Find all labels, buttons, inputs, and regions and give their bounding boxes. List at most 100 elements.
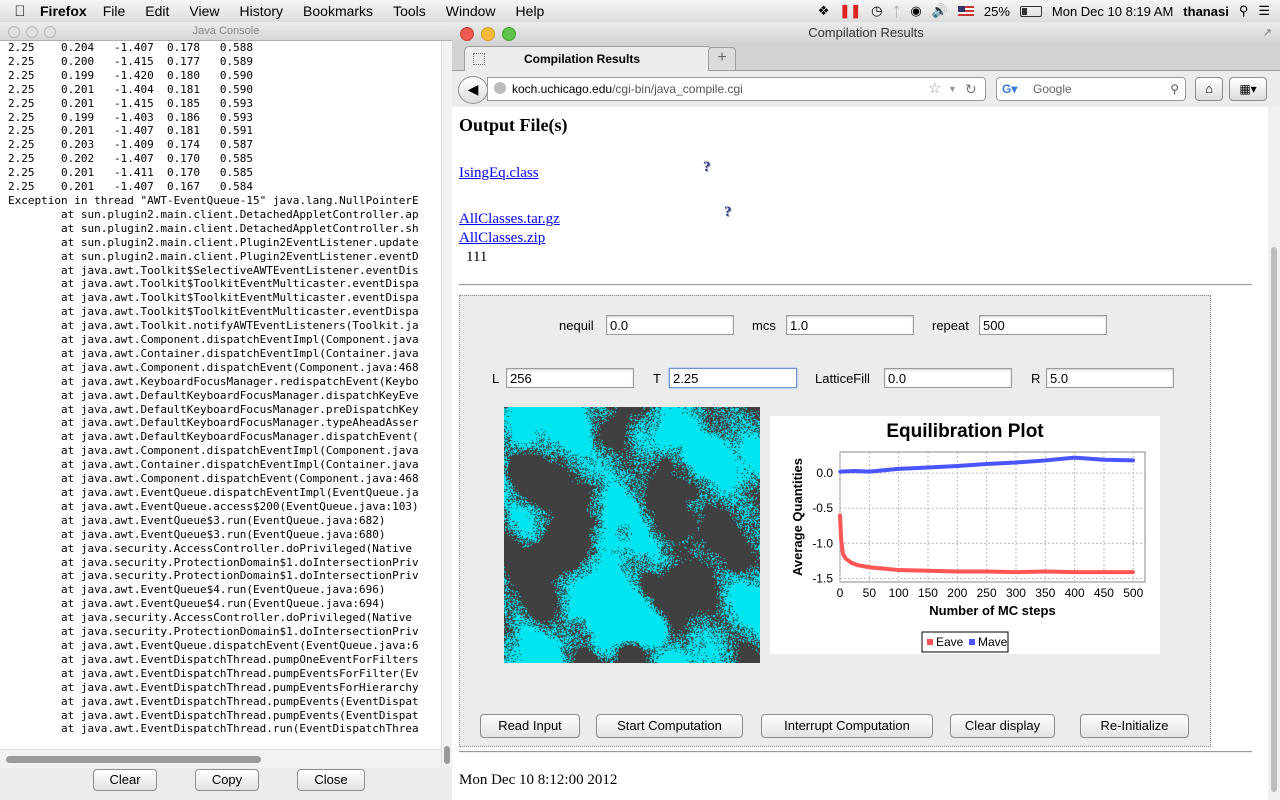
- data-point: [926, 465, 930, 470]
- bookmark-star-icon[interactable]: ☆: [928, 80, 942, 97]
- menu-tools[interactable]: Tools: [393, 3, 426, 19]
- flag-icon[interactable]: [957, 6, 974, 16]
- x-tick-label: 250: [977, 586, 997, 600]
- tab-compilation-results[interactable]: Compilation Results: [464, 46, 712, 71]
- menu-edit[interactable]: Edit: [145, 3, 170, 19]
- clock[interactable]: Mon Dec 10 8:19 AM: [1051, 3, 1174, 19]
- nequil-label: nequil: [559, 318, 594, 333]
- link-allclasses-targz[interactable]: AllClasses.tar.gz: [459, 211, 560, 227]
- menu-window[interactable]: Window: [445, 3, 496, 19]
- navigation-bar: ◀ koch.uchicago.edu/cgi-bin/java_compile…: [452, 71, 1280, 108]
- page-icon: [473, 53, 485, 65]
- console-titlebar[interactable]: Java Console: [0, 22, 452, 41]
- data-point: [896, 467, 901, 471]
- window-title: Compilation Results: [808, 25, 924, 40]
- console-vertical-scrollbar[interactable]: [441, 41, 452, 767]
- home-button[interactable]: ⌂: [1195, 77, 1223, 101]
- read-input-button[interactable]: Read Input: [480, 714, 580, 738]
- clear-button[interactable]: Clear: [93, 769, 157, 791]
- clear-display-button[interactable]: Clear display: [950, 714, 1055, 738]
- link-isingeq-class[interactable]: IsingEq.class: [459, 165, 539, 181]
- x-tick-label: 500: [1123, 586, 1143, 600]
- close-window-icon[interactable]: [8, 26, 20, 38]
- r-field[interactable]: 5.0: [1046, 368, 1174, 388]
- data-point: [838, 513, 842, 518]
- legend-label: Eave: [936, 635, 964, 649]
- google-icon[interactable]: G▾: [1002, 82, 1018, 96]
- user-name[interactable]: thanasi: [1183, 3, 1229, 19]
- search-icon[interactable]: ⚲: [1170, 82, 1179, 96]
- l-field[interactable]: 256: [506, 368, 634, 388]
- minimize-window-icon[interactable]: [26, 26, 38, 38]
- bluetooth-icon[interactable]: ᛏ: [892, 3, 901, 19]
- battery-icon[interactable]: [1019, 5, 1042, 17]
- browser-titlebar[interactable]: Compilation Results ↗: [452, 22, 1280, 44]
- data-point: [1072, 570, 1077, 574]
- page-vertical-scrollbar[interactable]: [1268, 107, 1280, 800]
- search-bar[interactable]: G▾ Google ⚲: [996, 77, 1186, 101]
- menu-help[interactable]: Help: [515, 3, 545, 19]
- wifi-icon[interactable]: ◉: [910, 3, 922, 18]
- dropbox-icon[interactable]: ❖: [817, 3, 830, 18]
- addons-button[interactable]: ▦▾: [1229, 77, 1267, 101]
- console-output[interactable]: 2.25 0.204 -1.407 0.178 0.588 2.25 0.200…: [0, 41, 448, 749]
- close-window-icon[interactable]: [460, 27, 474, 41]
- data-point: [844, 557, 848, 561]
- java-console-window: Java Console 2.25 0.204 -1.407 0.178 0.5…: [0, 22, 453, 800]
- copy-button[interactable]: Copy: [195, 769, 259, 791]
- scroll-thumb[interactable]: [1271, 247, 1277, 792]
- t-field[interactable]: 2.25: [669, 368, 797, 388]
- reload-icon[interactable]: ↻: [965, 81, 977, 97]
- minimize-window-icon[interactable]: [481, 27, 495, 41]
- data-point: [955, 569, 960, 574]
- start-computation-button[interactable]: Start Computation: [596, 714, 743, 738]
- interrupt-computation-button[interactable]: Interrupt Computation: [761, 714, 933, 738]
- menu-history[interactable]: History: [239, 3, 284, 19]
- url-text: koch.uchicago.edu/cgi-bin/java_compile.c…: [512, 82, 743, 96]
- divider: [459, 284, 1252, 286]
- chart-title: Equilibration Plot: [886, 421, 1044, 442]
- back-button[interactable]: ◀: [458, 76, 488, 104]
- help-icon[interactable]: ?: [703, 159, 711, 175]
- firefox-window: Compilation Results ↗ Compilation Result…: [452, 22, 1280, 800]
- menu-bookmarks[interactable]: Bookmarks: [303, 3, 374, 19]
- ising-applet: nequil 0.0 mcs 1.0 repeat 500 L 256 T 2.…: [459, 295, 1211, 747]
- spotlight-icon[interactable]: ⚲: [1238, 3, 1249, 18]
- data-point: [896, 568, 901, 572]
- page-content: Output File(s) IsingEq.class ? ? AllClas…: [452, 107, 1268, 800]
- battery-percent[interactable]: 25%: [983, 3, 1010, 19]
- scroll-thumb[interactable]: [444, 746, 450, 764]
- menu-bar:  Firefox File Edit View History Bookmar…: [0, 0, 1280, 23]
- legend-swatch: [969, 639, 975, 645]
- data-point: [882, 566, 886, 571]
- link-allclasses-zip[interactable]: AllClasses.zip: [459, 230, 546, 246]
- nequil-field[interactable]: 0.0: [606, 315, 734, 335]
- menu-view[interactable]: View: [189, 3, 220, 19]
- fullscreen-icon[interactable]: ↗: [1262, 27, 1272, 39]
- page-heading: Output File(s): [459, 115, 568, 135]
- data-point: [855, 563, 860, 567]
- notification-center-icon[interactable]: ☰: [1258, 3, 1270, 18]
- repeat-field[interactable]: 500: [979, 315, 1107, 335]
- menu-file[interactable]: File: [102, 3, 126, 19]
- history-dropdown-icon[interactable]: ▼: [948, 84, 957, 94]
- equilibration-chart: Equilibration Plot 0 50 100 150 200 250 300 350 4…: [790, 421, 1146, 653]
- zoom-window-icon[interactable]: [44, 26, 56, 38]
- time-machine-icon[interactable]: ◷: [871, 3, 883, 18]
- zoom-window-icon[interactable]: [502, 27, 516, 41]
- new-tab-button[interactable]: +: [708, 47, 736, 71]
- close-button[interactable]: Close: [297, 769, 365, 791]
- mcs-field[interactable]: 1.0: [786, 315, 914, 335]
- apple-icon[interactable]: : [0, 3, 40, 20]
- volume-icon[interactable]: 🔊: [931, 3, 948, 18]
- url-bar[interactable]: koch.uchicago.edu/cgi-bin/java_compile.c…: [487, 77, 986, 101]
- console-horizontal-scrollbar[interactable]: [0, 749, 441, 768]
- pause-icon[interactable]: ❚❚: [839, 3, 862, 18]
- y-tick-label: -1.5: [812, 571, 833, 585]
- help-icon[interactable]: ?: [724, 204, 732, 220]
- latticefill-field[interactable]: 0.0: [884, 368, 1012, 388]
- re-initialize-button[interactable]: Re-Initialize: [1080, 714, 1189, 738]
- app-menu[interactable]: Firefox: [40, 3, 87, 19]
- scroll-thumb[interactable]: [6, 756, 261, 763]
- latticefill-label: LatticeFill: [815, 371, 870, 386]
